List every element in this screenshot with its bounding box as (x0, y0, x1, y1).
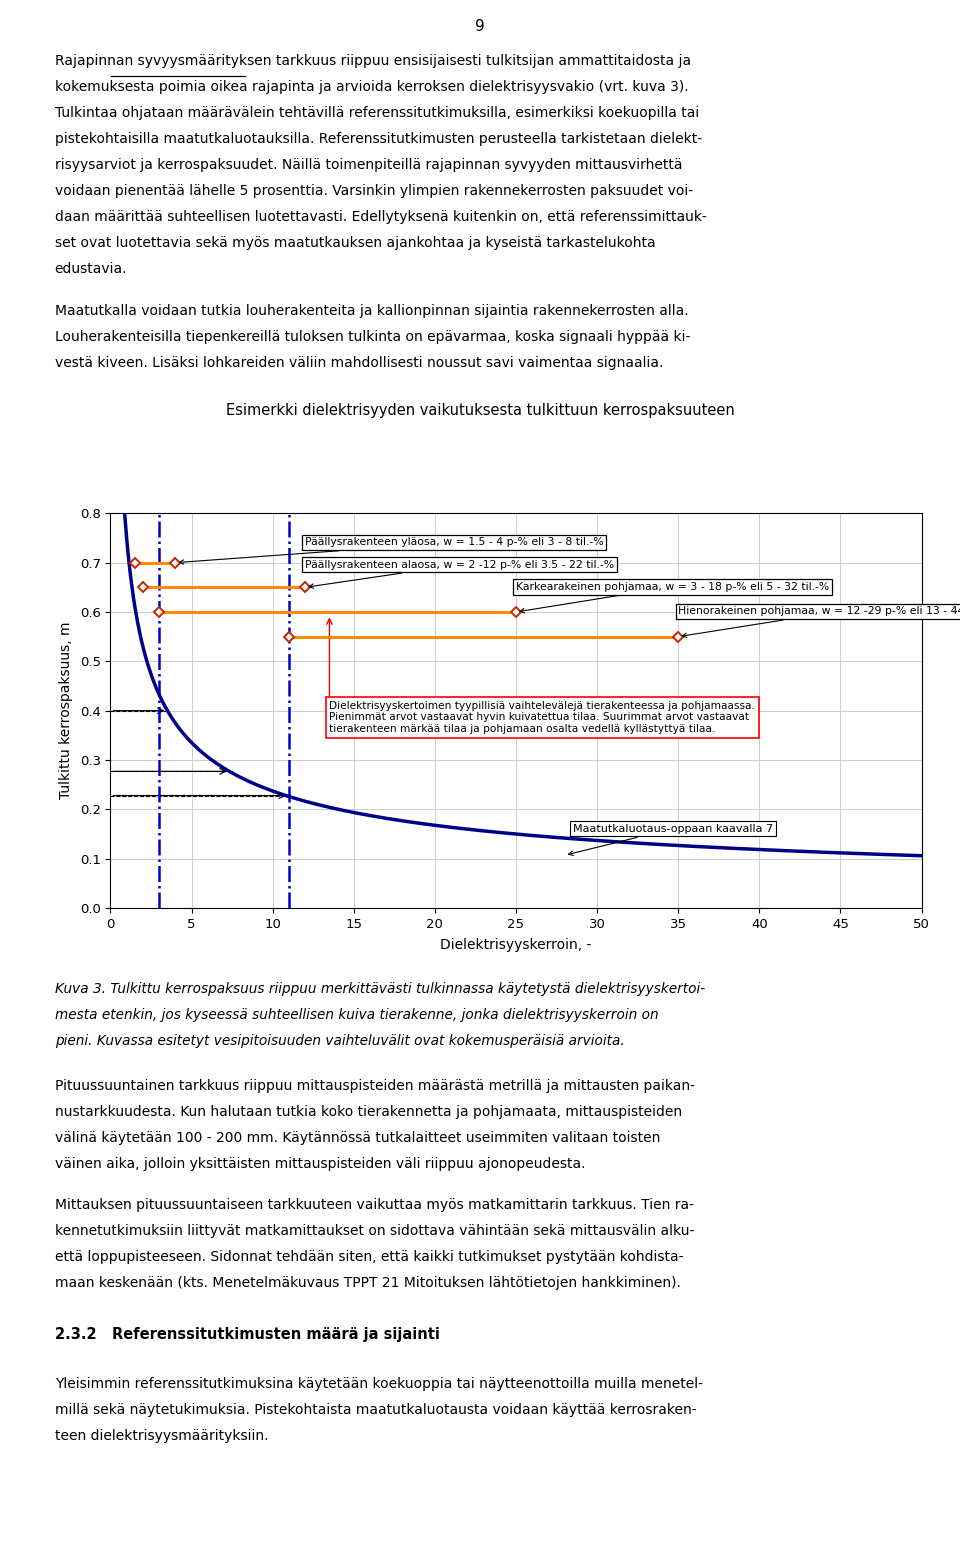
Text: Louherakenteisilla tiepenkereillä tuloksen tulkinta on epävarmaa, koska signaali: Louherakenteisilla tiepenkereillä tuloks… (55, 330, 690, 344)
Text: pieni. Kuvassa esitetyt vesipitoisuuden vaihteluvälit ovat kokemusperäisiä arvio: pieni. Kuvassa esitetyt vesipitoisuuden … (55, 1034, 624, 1048)
Text: Yleisimmin referenssitutkimuksina käytetään koekuoppia tai näytteenottoilla muil: Yleisimmin referenssitutkimuksina käytet… (55, 1376, 703, 1390)
Text: daan määrittää suhteellisen luotettavasti. Edellytyksenä kuitenkin on, että refe: daan määrittää suhteellisen luotettavast… (55, 211, 707, 224)
Text: Päällysrakenteen yläosa, w = 1.5 - 4 p-% eli 3 - 8 til.-%: Päällysrakenteen yläosa, w = 1.5 - 4 p-%… (180, 537, 604, 563)
Text: vestä kiveen. Lisäksi lohkareiden väliin mahdollisesti noussut savi vaimentaa si: vestä kiveen. Lisäksi lohkareiden väliin… (55, 356, 663, 370)
Text: Päällysrakenteen alaosa, w = 2 -12 p-% eli 3.5 - 22 til.-%: Päällysrakenteen alaosa, w = 2 -12 p-% e… (305, 559, 614, 588)
Text: risyysarviot ja kerrospaksuudet. Näillä toimenpiteillä rajapinnan syvyyden mitta: risyysarviot ja kerrospaksuudet. Näillä … (55, 158, 683, 172)
Text: Rajapinnan syvyysmäärityksen tarkkuus riippuu ensisijaisesti tulkitsijan ammatti: Rajapinnan syvyysmäärityksen tarkkuus ri… (55, 54, 691, 68)
Text: voidaan pienentää lähelle 5 prosenttia. Varsinkin ylimpien rakennekerrosten paks: voidaan pienentää lähelle 5 prosenttia. … (55, 184, 693, 198)
Text: teen dielektrisyysmäärityksiin.: teen dielektrisyysmäärityksiin. (55, 1429, 268, 1443)
Text: nustarkkuudesta. Kun halutaan tutkia koko tierakennetta ja pohjamaata, mittauspi: nustarkkuudesta. Kun halutaan tutkia kok… (55, 1105, 682, 1119)
Text: Maatutkalla voidaan tutkia louherakenteita ja kallionpinnan sijaintia rakenneker: Maatutkalla voidaan tutkia louherakentei… (55, 303, 688, 317)
Text: mesta etenkin, jos kyseessä suhteellisen kuiva tierakenne, jonka dielektrisyyske: mesta etenkin, jos kyseessä suhteellisen… (55, 1008, 659, 1022)
Text: 2.3.2   Referenssitutkimusten määrä ja sijainti: 2.3.2 Referenssitutkimusten määrä ja sij… (55, 1327, 440, 1342)
Text: Pituussuuntainen tarkkuus riippuu mittauspisteiden määrästä metrillä ja mittaust: Pituussuuntainen tarkkuus riippuu mittau… (55, 1079, 695, 1093)
Text: Tulkintaa ohjataan määrävälein tehtävillä referenssitutkimuksilla, esimerkiksi k: Tulkintaa ohjataan määrävälein tehtävill… (55, 107, 699, 121)
Text: Karkearakeinen pohjamaa, w = 3 - 18 p-% eli 5 - 32 til.-%: Karkearakeinen pohjamaa, w = 3 - 18 p-% … (516, 582, 829, 613)
Text: kennetutkimuksiin liittyvät matkamittaukset on sidottava vähintään sekä mittausv: kennetutkimuksiin liittyvät matkamittauk… (55, 1224, 694, 1238)
Text: että loppupisteeseen. Sidonnat tehdään siten, että kaikki tutkimukset pystytään : että loppupisteeseen. Sidonnat tehdään s… (55, 1251, 684, 1265)
Text: set ovat luotettavia sekä myös maatutkauksen ajankohtaa ja kyseistä tarkasteluko: set ovat luotettavia sekä myös maatutkau… (55, 237, 656, 251)
Text: millä sekä näytetukimuksia. Pistekohtaista maatutkaluotausta voidaan käyttää ker: millä sekä näytetukimuksia. Pistekohtais… (55, 1402, 696, 1416)
Text: Maatutkaluotaus-oppaan kaavalla 7: Maatutkaluotaus-oppaan kaavalla 7 (568, 824, 773, 856)
Text: väinen aika, jolloin yksittäisten mittauspisteiden väli riippuu ajonopeudesta.: väinen aika, jolloin yksittäisten mittau… (55, 1156, 586, 1170)
Text: Hienorakeinen pohjamaa, w = 12 -29 p-% eli 13 - 44 til.-%: Hienorakeinen pohjamaa, w = 12 -29 p-% e… (678, 607, 960, 638)
Text: Kuva 3. Tulkittu kerrospaksuus riippuu merkittävästi tulkinnassa käytetystä diel: Kuva 3. Tulkittu kerrospaksuus riippuu m… (55, 983, 705, 997)
Text: 9: 9 (475, 19, 485, 34)
Text: kokemuksesta poimia oikea rajapinta ja arvioida kerroksen dielektrisyysvakio (vr: kokemuksesta poimia oikea rajapinta ja a… (55, 80, 688, 94)
Text: Mittauksen pituussuuntaiseen tarkkuuteen vaikuttaa myös matkamittarin tarkkuus. : Mittauksen pituussuuntaiseen tarkkuuteen… (55, 1198, 694, 1212)
Text: Esimerkki dielektrisyyden vaikutuksesta tulkittuun kerrospaksuuteen: Esimerkki dielektrisyyden vaikutuksesta … (226, 404, 734, 418)
Text: Dielektrisyyskertoimen tyypillisiä vaihtelevälejä tierakenteessa ja pohjamaassa.: Dielektrisyyskertoimen tyypillisiä vaiht… (329, 701, 756, 734)
X-axis label: Dielektrisyyskerroin, -: Dielektrisyyskerroin, - (441, 938, 591, 952)
Text: edustavia.: edustavia. (55, 262, 128, 276)
Y-axis label: Tulkittu kerrospaksuus, m: Tulkittu kerrospaksuus, m (59, 622, 73, 799)
Text: pistekohtaisilla maatutkaluotauksilla. Referenssitutkimusten perusteella tarkist: pistekohtaisilla maatutkaluotauksilla. R… (55, 132, 702, 146)
Text: välinä käytetään 100 - 200 mm. Käytännössä tutkalaitteet useimmiten valitaan toi: välinä käytetään 100 - 200 mm. Käytännös… (55, 1132, 660, 1146)
Text: maan keskenään (kts. Menetelmäkuvaus TPPT 21 Mitoituksen lähtötietojen hankkimin: maan keskenään (kts. Menetelmäkuvaus TPP… (55, 1277, 681, 1291)
